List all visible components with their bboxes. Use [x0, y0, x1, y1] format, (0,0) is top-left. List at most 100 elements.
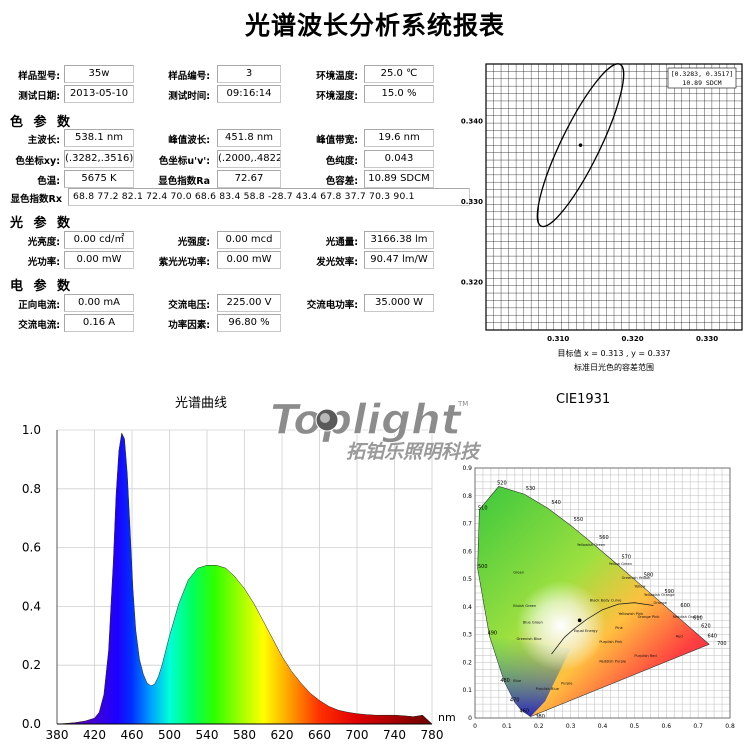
cie-region-label: Blue Green	[523, 621, 543, 625]
ellipse-caption-target: 目标值 x = 0.313 , y = 0.337	[557, 348, 670, 358]
uv-power-value: 0.00 mW	[217, 251, 281, 269]
power-label: 光功率:	[27, 257, 60, 268]
spectrum-x-tick-label: 700	[346, 728, 369, 742]
cie-wavelength-label: 380	[535, 714, 545, 720]
report-title: 光谱波长分析系统报表	[244, 11, 505, 40]
ellipse-grid	[486, 64, 742, 330]
serial-label: 样品编号:	[168, 71, 210, 82]
target-point	[578, 143, 583, 147]
spectrum-y-tick-label: 0.2	[22, 658, 41, 672]
cie-region-label: Bluish Green	[513, 604, 536, 608]
logo-tm: TM	[457, 400, 468, 408]
ra-value: 72.67	[217, 170, 281, 188]
ellipse-legend-sdcm: 10.89 SDCM	[682, 79, 721, 87]
time-value: 09:16:14	[217, 85, 281, 103]
ellipse-legend-coords: [0.3283, 0.3517]	[671, 70, 734, 78]
spectrum-x-label: nm	[438, 711, 456, 724]
cie-wavelength-labels: 380 460 470 480 490 500 510 520 530 540 550 560 570 5…	[478, 481, 727, 720]
cie-wavelength-label: 640	[708, 633, 718, 639]
cie-region-label: Reddish Orange	[673, 615, 702, 619]
uv-value: (.2000,.4822)	[217, 150, 281, 168]
cie-region-label: Greenish Yellow	[622, 576, 650, 580]
cie-wavelength-label: 500	[478, 564, 488, 570]
efficacy-label: 发光效率:	[316, 257, 358, 268]
cie-wavelength-label: 570	[621, 554, 631, 560]
cie-region-label: Blue	[513, 679, 522, 683]
cie-y-tick-label: 0.2	[462, 659, 472, 666]
cie-x-tick-label: 0.8	[725, 723, 735, 730]
spectrum-y-tick-label: 0.6	[22, 541, 41, 555]
temp-label: 环境温度:	[316, 71, 358, 82]
luminance-label: 光亮度:	[27, 237, 60, 248]
cie-region-label: Purplish Red	[634, 654, 656, 658]
ac-current-label: 交流电流:	[18, 320, 60, 331]
cie-region-label: Yellow Green	[609, 562, 632, 566]
ellipse-caption-range: 标准日光色的容差范围	[574, 362, 654, 372]
cie-region-label: Purplish Blue	[536, 687, 560, 691]
cie-y-tick-label: 0.9	[462, 465, 472, 472]
cct-label: 色温:	[37, 176, 60, 187]
cie-wavelength-label: 460	[519, 708, 529, 714]
elec-params-title: 电 参 数	[10, 279, 74, 294]
spectrum-ticks: 380 420 460 500 540 580 620 660 700 740 780 0.0 0.2 0…	[22, 423, 444, 742]
sdcm-value: 10.89 SDCM	[364, 170, 434, 188]
uv-power-label: 紫光光功率:	[158, 257, 210, 268]
spectrum-x-tick-label: 660	[308, 728, 331, 742]
cie-wavelength-label: 700	[717, 641, 727, 647]
cie-wavelength-label: 580	[644, 572, 654, 578]
pf-value: 96.80 %	[217, 314, 281, 332]
cie-y-tick-label: 0.8	[462, 493, 472, 500]
cie-region-label: Green	[513, 571, 524, 575]
dominant-label: 主波长:	[27, 135, 60, 146]
spectrum-y-tick-label: 1.0	[22, 423, 41, 437]
cie-x-tick-label: 0.7	[693, 723, 703, 730]
cct-value: 5675 K	[64, 170, 134, 188]
ellipse-y-tick-label: 0.320	[461, 278, 483, 286]
efficacy-value: 90.47 lm/W	[364, 251, 434, 269]
toplight-logo: Toplight TM 拓铂乐照明科技	[269, 396, 482, 463]
spectrum-chart: 380 420 460 500 540 580 620 660 700 740 780 0.0 0.2 0…	[22, 423, 456, 742]
bandwidth-value: 19.6 nm	[364, 129, 434, 147]
temp-value: 25.0 ℃	[364, 65, 434, 83]
bandwidth-label: 峰值带宽:	[316, 135, 358, 146]
ac-power-label: 交流电功率:	[306, 300, 358, 311]
cie-ticks: 0 0.1 0.2 0.3 0.4 0.5 0.6 0.7 0.8 0.9 0.8 0.7 0.6 0.5…	[462, 465, 734, 730]
rx-label: 显色指数Rx	[10, 194, 62, 205]
cie-region-label: Yellow	[634, 584, 645, 588]
ellipse-x-tick-label: 0.320	[622, 335, 644, 343]
cie-region-label: Yellowish Orange	[644, 593, 675, 597]
spectrum-x-tick-label: 580	[233, 728, 256, 742]
sdcm-ellipse-chart: 0.310 0.320 0.330 0.340 0.330 0.320 [0.3283, …	[461, 63, 743, 372]
logo-sun-highlight-icon	[320, 413, 330, 423]
cie1931-chart: 0 0.1 0.2 0.3 0.4 0.5 0.6 0.7 0.8 0.9 0.8 0.7 0.6 0.5…	[462, 465, 734, 730]
cie-wavelength-label: 490	[488, 631, 498, 637]
cie-region-label: Orange	[654, 601, 668, 605]
cie-wavelength-label: 560	[599, 535, 609, 541]
cie-wavelength-label: 470	[510, 697, 520, 703]
ac-voltage-label: 交流电压:	[168, 300, 210, 311]
intensity-value: 0.00 mcd	[217, 231, 281, 249]
flux-value: 3166.38 lm	[364, 231, 434, 249]
cie-wavelength-label: 620	[701, 624, 711, 630]
spectrum-title: 光谱曲线	[175, 396, 228, 411]
black-body-curve	[551, 602, 654, 655]
cie-wavelength-label: 480	[500, 678, 510, 684]
cie-wavelength-label: 550	[574, 517, 584, 523]
cie-region-label: Black Body Curve	[590, 598, 622, 602]
cie-region-label: Red	[676, 634, 683, 638]
ellipse-y-tick-label: 0.330	[461, 198, 483, 206]
spectrum-line	[56, 432, 433, 725]
spectrum-x-tick-label: 740	[383, 728, 406, 742]
cie-wavelength-label: 530	[526, 486, 536, 492]
pf-label: 功率因素:	[168, 320, 210, 331]
cie-region-label: Orange Pink	[638, 615, 661, 619]
ra-label: 显色指数Ra	[158, 176, 210, 187]
serial-value: 3	[217, 65, 281, 83]
model-value: 35w	[64, 65, 134, 83]
fwd-current-label: 正向电流:	[18, 300, 60, 311]
cie-x-tick-label: 0.6	[661, 723, 671, 730]
model-label: 样品型号:	[18, 71, 60, 82]
cie-wavelength-label: 520	[497, 481, 507, 487]
date-label: 测试日期:	[18, 91, 60, 102]
cie-y-tick-label: 0.5	[462, 576, 472, 583]
